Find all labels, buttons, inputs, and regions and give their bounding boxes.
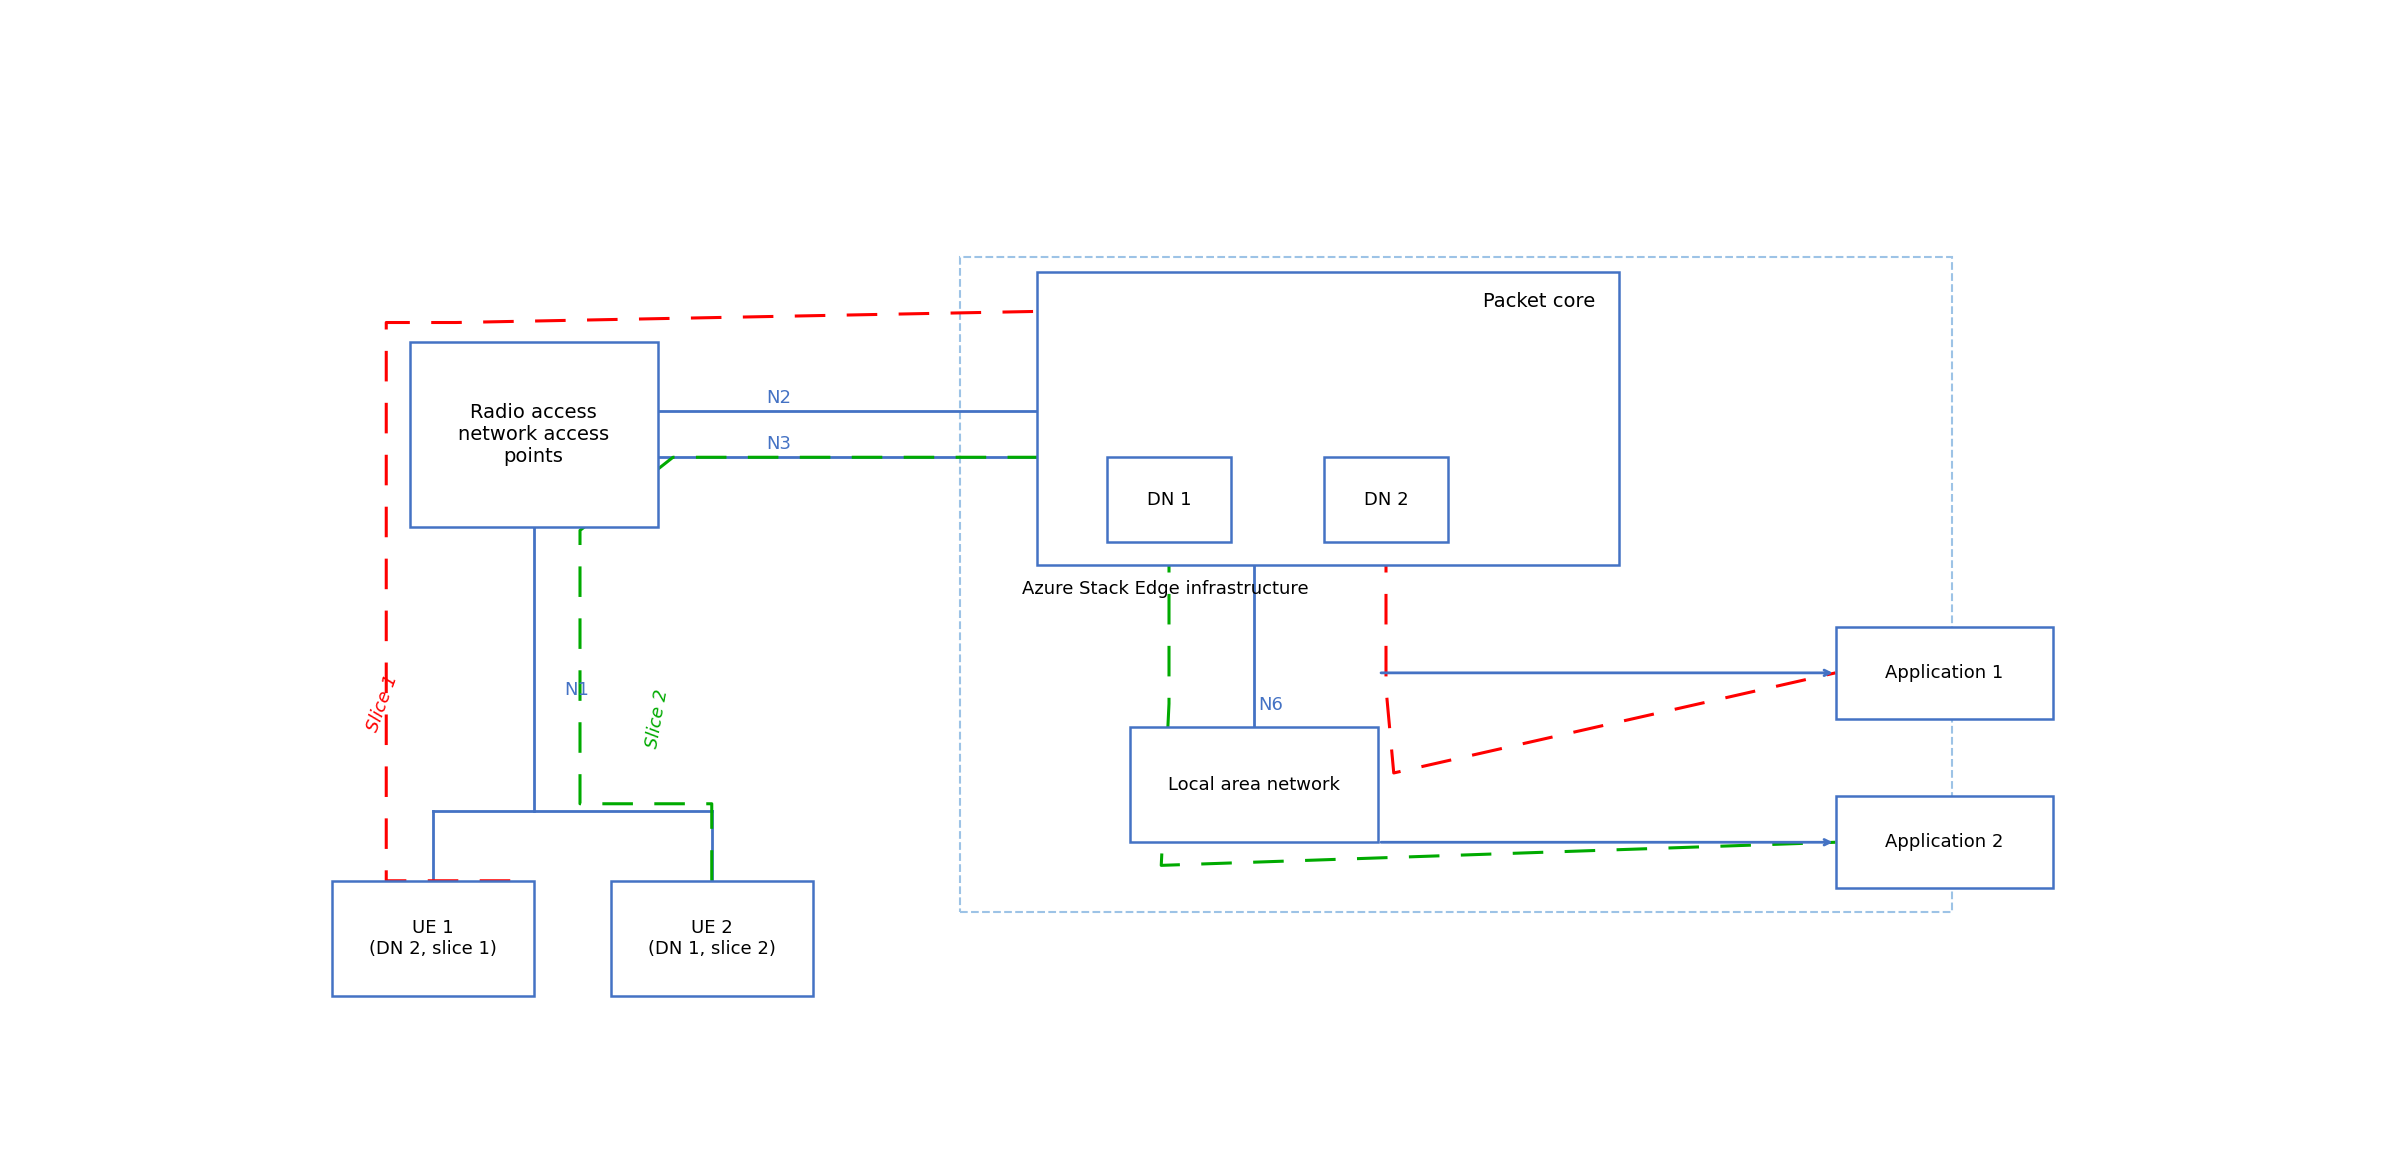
Text: Slice 2: Slice 2	[643, 688, 672, 750]
Bar	[1038, 272, 1618, 565]
Bar	[332, 881, 535, 996]
Text: DN 2: DN 2	[1363, 490, 1409, 509]
Bar	[1129, 727, 1377, 842]
Text: DN 1: DN 1	[1146, 490, 1192, 509]
Text: Application 2: Application 2	[1885, 833, 2003, 852]
Text: Azure Stack Edge infrastructure: Azure Stack Edge infrastructure	[1021, 580, 1308, 599]
Bar	[961, 257, 1953, 912]
Text: Packet core: Packet core	[1483, 292, 1594, 310]
Text: Radio access
network access
points: Radio access network access points	[458, 403, 609, 466]
Text: Slice 1: Slice 1	[364, 673, 402, 735]
Bar	[1324, 457, 1447, 542]
Bar	[1835, 627, 2052, 719]
Text: UE 2
(DN 1, slice 2): UE 2 (DN 1, slice 2)	[648, 919, 775, 958]
Bar	[1108, 457, 1230, 542]
Text: N6: N6	[1257, 696, 1283, 714]
Bar	[1835, 796, 2052, 889]
Text: UE 1
(DN 2, slice 1): UE 1 (DN 2, slice 1)	[368, 919, 496, 958]
Bar	[409, 342, 657, 526]
Bar	[612, 881, 811, 996]
Text: N1: N1	[563, 681, 590, 698]
Text: N3: N3	[766, 435, 790, 454]
Text: Application 1: Application 1	[1885, 664, 2003, 682]
Text: Local area network: Local area network	[1168, 775, 1341, 794]
Text: N2: N2	[766, 389, 790, 407]
